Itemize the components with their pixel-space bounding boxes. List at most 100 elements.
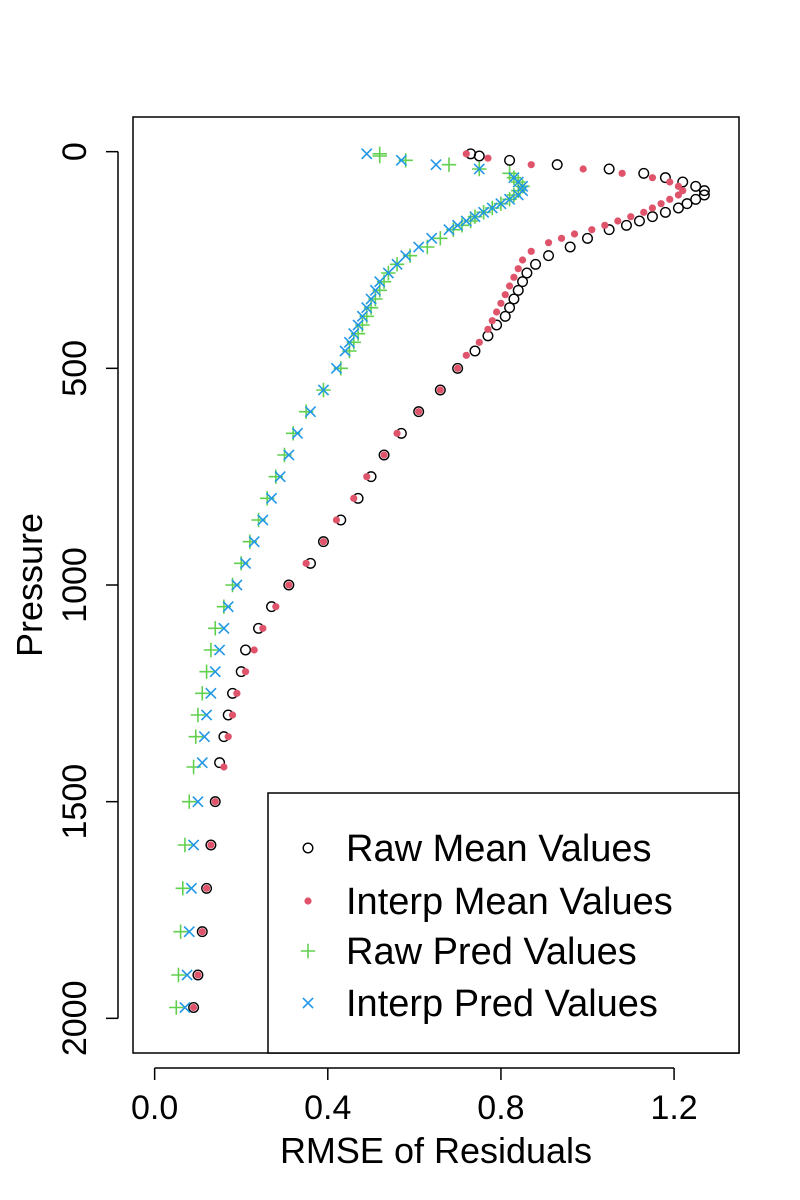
legend-entry: Interp Mean Values bbox=[304, 881, 673, 923]
data-point bbox=[454, 364, 462, 372]
data-point bbox=[196, 757, 208, 769]
data-point bbox=[203, 642, 219, 658]
legend: Raw Mean Values Interp Mean Values Raw Pre… bbox=[267, 792, 740, 1054]
data-point bbox=[677, 176, 689, 188]
x-tick-label: 0.0 bbox=[131, 1089, 178, 1127]
data-point bbox=[214, 757, 226, 769]
y-axis-title: Pressure bbox=[9, 513, 50, 657]
data-point bbox=[469, 345, 481, 357]
data-point bbox=[659, 172, 671, 184]
data-point bbox=[195, 686, 210, 701]
data-point bbox=[378, 449, 390, 461]
data-point bbox=[484, 154, 492, 162]
data-point bbox=[187, 839, 200, 851]
data-point bbox=[504, 154, 516, 166]
data-point bbox=[462, 351, 470, 359]
y-tick-label: 1000 bbox=[56, 547, 94, 623]
data-point bbox=[356, 310, 369, 322]
data-point bbox=[505, 282, 514, 290]
y-tick-label: 500 bbox=[56, 340, 94, 397]
data-point bbox=[304, 897, 312, 905]
data-point bbox=[179, 1001, 191, 1014]
data-point bbox=[190, 1003, 198, 1012]
data-point bbox=[521, 267, 533, 279]
data-point bbox=[196, 926, 208, 938]
data-point bbox=[250, 646, 258, 654]
data-point bbox=[527, 161, 535, 169]
data-point bbox=[674, 191, 683, 199]
data-point bbox=[291, 427, 304, 439]
data-point bbox=[415, 408, 423, 416]
data-point bbox=[199, 664, 214, 679]
data-point bbox=[317, 384, 330, 396]
legend-label: Raw Mean Values bbox=[346, 828, 652, 870]
data-point bbox=[504, 302, 516, 314]
data-point bbox=[218, 622, 230, 634]
data-point bbox=[640, 208, 648, 216]
data-point bbox=[484, 325, 492, 333]
x-tick-label: 0.4 bbox=[304, 1089, 351, 1127]
data-point bbox=[190, 707, 206, 723]
data-point bbox=[304, 406, 317, 418]
data-point bbox=[259, 624, 267, 632]
data-point bbox=[518, 256, 527, 264]
data-point bbox=[361, 302, 373, 314]
data-point bbox=[648, 174, 657, 182]
data-point bbox=[486, 202, 498, 214]
data-point bbox=[543, 250, 555, 262]
data-point bbox=[530, 258, 542, 270]
y-tick-label: 1500 bbox=[56, 764, 94, 840]
data-point bbox=[177, 837, 193, 853]
data-point bbox=[233, 689, 241, 697]
data-point bbox=[231, 579, 243, 591]
data-point bbox=[332, 516, 341, 524]
data-point bbox=[239, 557, 252, 569]
data-point bbox=[198, 928, 206, 936]
data-point bbox=[330, 362, 343, 374]
data-point bbox=[224, 733, 232, 741]
data-point bbox=[475, 338, 483, 346]
data-point bbox=[350, 494, 358, 502]
x-axis-title: RMSE of Residuals bbox=[280, 1130, 592, 1171]
data-point bbox=[188, 1002, 200, 1014]
data-point bbox=[491, 319, 503, 331]
y-tick-label: 2000 bbox=[56, 981, 94, 1057]
data-point bbox=[564, 241, 576, 253]
legend-entry: Raw Mean Values bbox=[302, 828, 652, 870]
data-point bbox=[393, 429, 401, 437]
data-point bbox=[211, 798, 219, 806]
data-point bbox=[460, 215, 472, 227]
data-point bbox=[666, 195, 674, 203]
series bbox=[188, 148, 710, 1014]
data-point bbox=[582, 232, 594, 244]
y-tick-label: 0 bbox=[56, 142, 94, 161]
data-point bbox=[185, 882, 198, 894]
legend-label: Interp Pred Values bbox=[346, 983, 658, 1025]
data-point bbox=[302, 997, 314, 1009]
legend-entry: Interp Pred Values bbox=[302, 983, 658, 1025]
data-point bbox=[603, 163, 615, 175]
data-point bbox=[698, 189, 710, 201]
data-point bbox=[627, 213, 635, 221]
data-point bbox=[213, 644, 226, 656]
data-point bbox=[285, 581, 293, 589]
data-point bbox=[413, 241, 425, 253]
data-point bbox=[182, 794, 197, 809]
data-point bbox=[343, 336, 356, 348]
data-point bbox=[228, 711, 237, 719]
data-points bbox=[169, 146, 710, 1015]
data-point bbox=[188, 729, 203, 744]
data-point bbox=[430, 159, 442, 171]
data-point bbox=[638, 167, 650, 179]
data-point bbox=[183, 926, 195, 938]
data-point bbox=[544, 239, 553, 247]
data-point bbox=[473, 150, 485, 162]
data-point bbox=[516, 180, 529, 192]
legend-box bbox=[267, 792, 740, 1054]
data-point bbox=[283, 579, 295, 591]
data-point bbox=[510, 273, 518, 281]
data-point bbox=[209, 796, 221, 808]
data-point bbox=[175, 881, 190, 896]
data-point bbox=[192, 796, 204, 808]
